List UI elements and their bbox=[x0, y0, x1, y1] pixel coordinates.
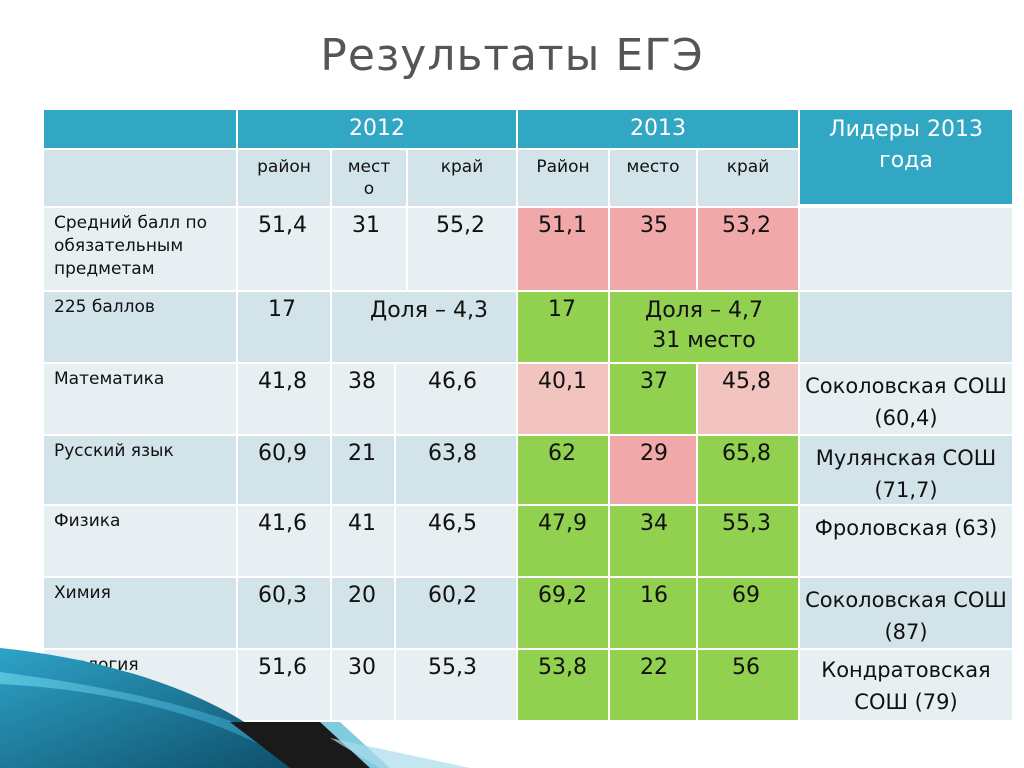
header-year-2012: 2012 bbox=[238, 110, 518, 150]
cell-raion-2012: 17 bbox=[238, 292, 332, 364]
row-label-225: 225 баллов bbox=[44, 292, 238, 364]
cell-krai-2012: 55,3 bbox=[396, 650, 518, 722]
cell-leader bbox=[800, 292, 1012, 364]
cell-krai-2013: 53,2 bbox=[698, 208, 800, 292]
subheader-empty-cell bbox=[44, 150, 238, 208]
cell-raion-2012: 41,8 bbox=[238, 364, 332, 436]
cell-mesto-2013: 29 bbox=[610, 436, 698, 506]
subheader-mesto-2012: мест о bbox=[332, 150, 408, 208]
cell-raion-2012: 51,6 bbox=[238, 650, 332, 722]
cell-leader: Мулянская СОШ (71,7) bbox=[800, 436, 1012, 506]
cell-mesto-2012: 20 bbox=[332, 578, 396, 650]
cell-leader bbox=[800, 208, 1012, 292]
row-label-average: Средний балл по обязательным предметам bbox=[44, 208, 238, 292]
cell-raion-2012: 41,6 bbox=[238, 506, 332, 578]
subheader-mesto-2013: место bbox=[610, 150, 698, 208]
cell-krai-2013: 55,3 bbox=[698, 506, 800, 578]
cell-mesto-2012: 41 bbox=[332, 506, 396, 578]
subheader-krai-2013: край bbox=[698, 150, 800, 208]
cell-krai-2012: 46,5 bbox=[396, 506, 518, 578]
cell-mesto-2012: 30 bbox=[332, 650, 396, 722]
cell-leader: Соколовская СОШ (87) bbox=[800, 578, 1012, 650]
cell-mesto-2013: 22 bbox=[610, 650, 698, 722]
subheader-krai-2012: край bbox=[408, 150, 518, 208]
cell-leader: Кондратовская СОШ (79) bbox=[800, 650, 1012, 722]
cell-raion-2013: 17 bbox=[518, 292, 610, 364]
cell-krai-2013: 65,8 bbox=[698, 436, 800, 506]
row-label-physics: Физика bbox=[44, 506, 238, 578]
cell-raion-2013: 51,1 bbox=[518, 208, 610, 292]
cell-krai-2012: 60,2 bbox=[396, 578, 518, 650]
subheader-raion-2012: район bbox=[238, 150, 332, 208]
cell-krai-2013: 69 bbox=[698, 578, 800, 650]
cell-mesto-2012: 38 bbox=[332, 364, 396, 436]
cell-mesto-2012: 21 bbox=[332, 436, 396, 506]
row-label-biology: Биология bbox=[44, 650, 238, 722]
cell-mesto-2013: 34 bbox=[610, 506, 698, 578]
cell-raion-2013: 69,2 bbox=[518, 578, 610, 650]
cell-krai-2013: 56 bbox=[698, 650, 800, 722]
cell-share-2012: Доля – 4,3 bbox=[332, 292, 518, 364]
cell-mesto-2012: 31 bbox=[332, 208, 408, 292]
cell-raion-2013: 40,1 bbox=[518, 364, 610, 436]
cell-mesto-2013: 35 bbox=[610, 208, 698, 292]
slide-title: Результаты ЕГЭ bbox=[320, 30, 704, 81]
row-label-chemistry: Химия bbox=[44, 578, 238, 650]
row-label-math: Математика bbox=[44, 364, 238, 436]
subheader-raion-2013: Район bbox=[518, 150, 610, 208]
header-empty-cell bbox=[44, 110, 238, 150]
header-year-2013: 2013 bbox=[518, 110, 800, 150]
cell-mesto-2013: 37 bbox=[610, 364, 698, 436]
header-leaders-2013: Лидеры 2013 года bbox=[800, 110, 1012, 206]
cell-krai-2012: 55,2 bbox=[408, 208, 518, 292]
cell-raion-2012: 60,9 bbox=[238, 436, 332, 506]
cell-raion-2012: 60,3 bbox=[238, 578, 332, 650]
cell-krai-2012: 63,8 bbox=[396, 436, 518, 506]
cell-raion-2013: 53,8 bbox=[518, 650, 610, 722]
cell-krai-2012: 46,6 bbox=[396, 364, 518, 436]
cell-share-2013: Доля – 4,7 31 место bbox=[610, 292, 800, 364]
cell-mesto-2013: 16 bbox=[610, 578, 698, 650]
cell-raion-2013: 47,9 bbox=[518, 506, 610, 578]
cell-krai-2013: 45,8 bbox=[698, 364, 800, 436]
cell-raion-2012: 51,4 bbox=[238, 208, 332, 292]
cell-leader: Соколовская СОШ (60,4) bbox=[800, 364, 1012, 436]
row-label-russian: Русский язык bbox=[44, 436, 238, 506]
cell-raion-2013: 62 bbox=[518, 436, 610, 506]
cell-leader: Фроловская (63) bbox=[800, 506, 1012, 578]
